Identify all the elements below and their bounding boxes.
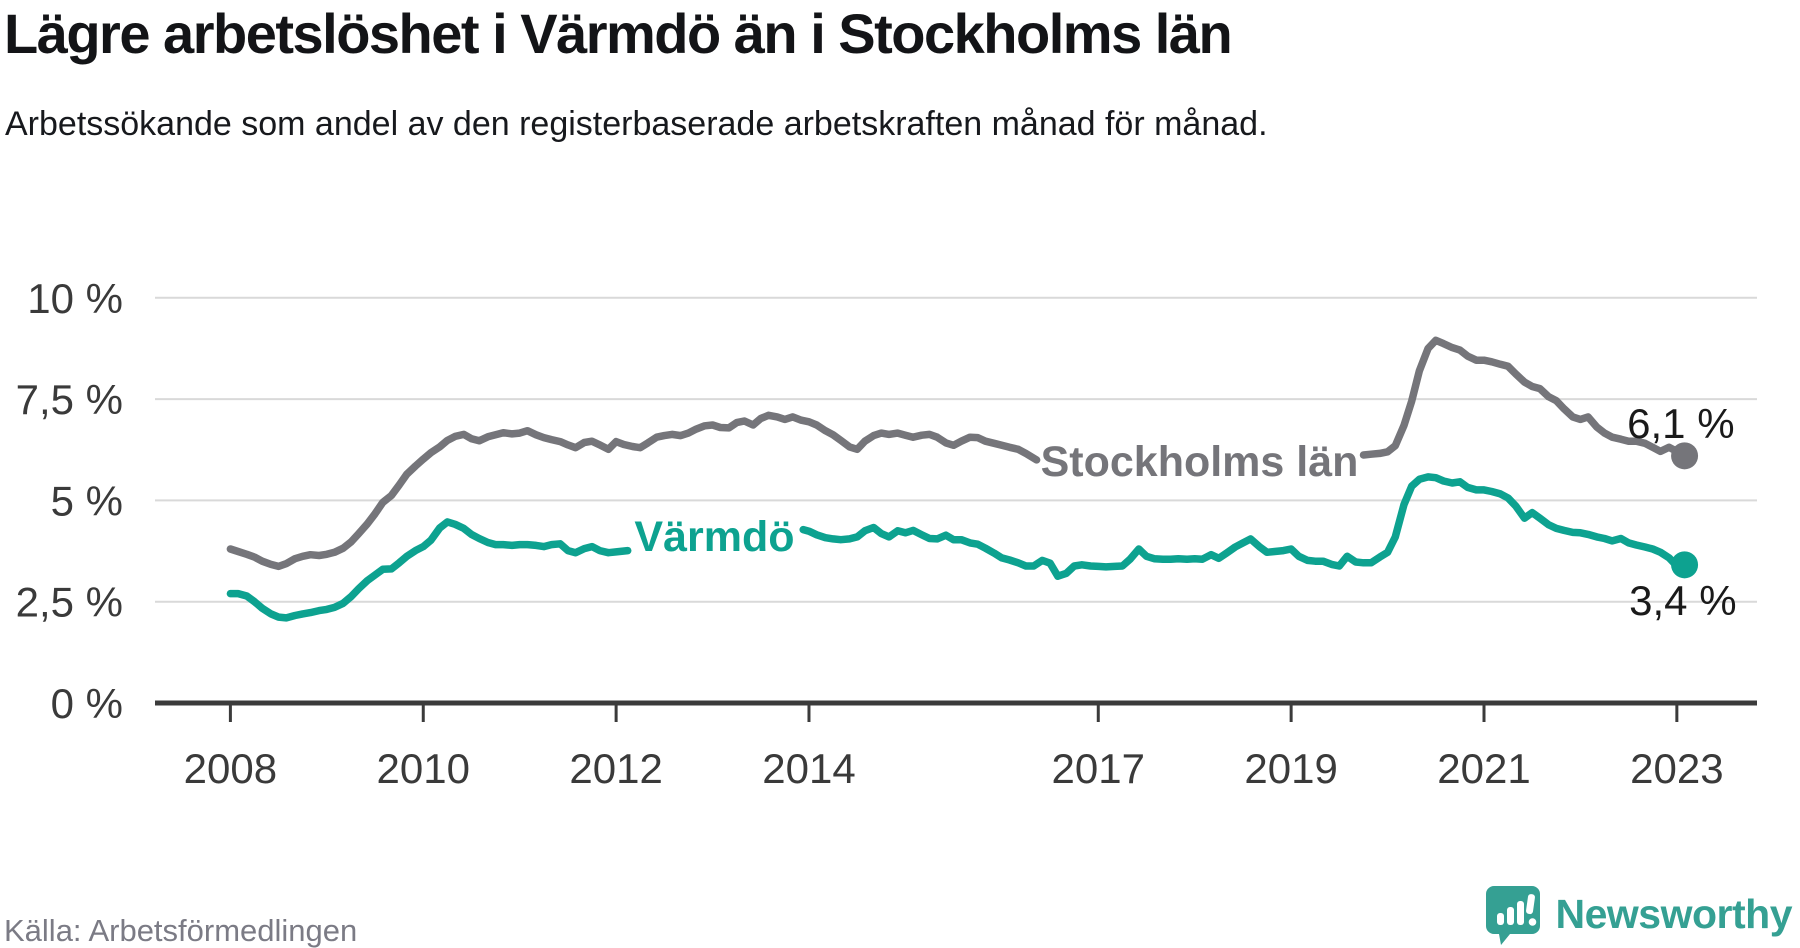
series-end-dot	[1671, 551, 1699, 579]
y-tick-label: 5 %	[51, 477, 123, 524]
x-tick-label: 2012	[569, 745, 662, 792]
x-tick-label: 2021	[1437, 745, 1530, 792]
series-line-v-rmd-	[226, 518, 632, 622]
series-line-stockholms-l-n	[226, 411, 1041, 571]
series-label: Värmdö	[634, 513, 794, 561]
page-title: Lägre arbetslöshet i Värmdö än i Stockho…	[4, 2, 1233, 65]
end-value-label: 6,1 %	[1627, 400, 1734, 447]
y-tick-label: 10 %	[27, 275, 123, 322]
series-end-dot	[1671, 442, 1699, 470]
series-label: Stockholms län	[1041, 438, 1359, 486]
x-tick-label: 2019	[1244, 745, 1337, 792]
brand-lockup: Newsworthy	[1484, 880, 1793, 948]
x-tick-label: 2017	[1052, 745, 1145, 792]
x-tick-label: 2010	[377, 745, 470, 792]
newsworthy-logo-icon	[1485, 886, 1540, 945]
x-tick-label: 2008	[184, 745, 277, 792]
series-line-v-rmd-	[799, 473, 1689, 580]
y-tick-label: 0 %	[51, 680, 123, 727]
y-tick-label: 7,5 %	[16, 376, 123, 423]
end-value-label: 3,4 %	[1629, 577, 1736, 624]
brand-name: Newsworthy	[1555, 890, 1793, 937]
chart-subtitle: Arbetssökande som andel av den registerb…	[5, 105, 1268, 143]
x-tick-label: 2023	[1630, 745, 1723, 792]
x-tick-label: 2014	[762, 745, 855, 792]
series-line-stockholms-l-n	[1359, 336, 1689, 460]
source-note: Källa: Arbetsförmedlingen	[4, 913, 358, 948]
y-tick-label: 2,5 %	[16, 579, 123, 626]
